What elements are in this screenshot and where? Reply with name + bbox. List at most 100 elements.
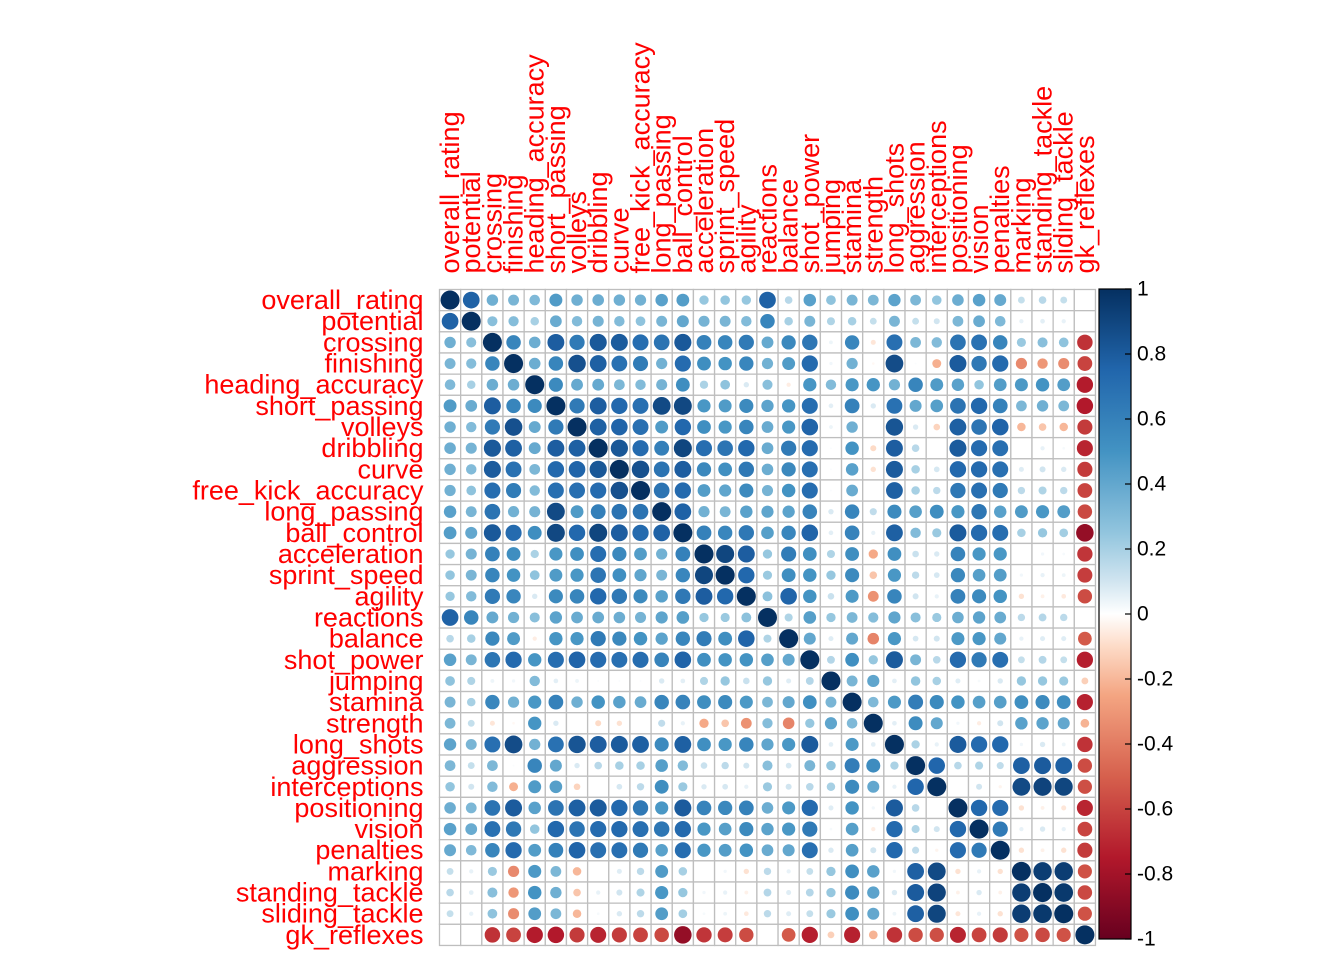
corr-circle: positioning / sliding_tackle: -0.07 — [1061, 805, 1067, 811]
corr-circle: free_kick_accuracy / long_shots: 0.78 — [886, 482, 903, 499]
corr-circle: long_shots / volleys: 0.83 — [568, 735, 586, 754]
corr-circle: sliding_tackle / sliding_tackle: 1 — [1054, 904, 1074, 924]
corr-circle: penalties / jumping: 0.08 — [828, 847, 834, 853]
corr-circle: potential / reactions: 0.58 — [760, 313, 775, 329]
corr-circle: positioning / crossing: 0.68 — [484, 800, 501, 816]
corr-circle: ball_control / ball_control: 1 — [673, 523, 693, 543]
corr-circle: free_kick_accuracy / balance: 0.5 — [781, 483, 796, 498]
corr-circle: short_passing / positioning: 0.68 — [950, 398, 966, 414]
corr-circle: potential / strength: 0.13 — [869, 317, 877, 325]
corr-circle: long_passing / acceleration: 0.35 — [698, 506, 710, 518]
corr-circle: marking / curve: 0.07 — [616, 868, 622, 874]
legend-tick-label: 0 — [1137, 603, 1149, 626]
corr-circle: strength / ball_control: 0.05 — [680, 721, 685, 726]
corr-circle: strength / heading_accuracy: 0.49 — [528, 716, 542, 730]
corr-circle: standing_tackle / potential: 0.06 — [468, 890, 474, 895]
legend-tick-label: -1 — [1137, 928, 1156, 951]
corr-circle: potential / volleys: 0.3 — [571, 316, 583, 327]
corr-circle: heading_accuracy / potential: 0.2 — [466, 380, 476, 389]
corr-circle: heading_accuracy / balance: -0.05 — [786, 382, 791, 387]
corr-circle: standing_tackle / positioning: -0.04 — [956, 890, 960, 895]
corr-circle: standing_tackle / strength: 0.42 — [867, 886, 880, 899]
corr-circle: stamina / aggression: 0.62 — [908, 694, 924, 710]
corr-circle: overall_rating / free_kick_accuracy: 0.3… — [634, 294, 647, 306]
corr-circle: vision / positioning: 0.74 — [949, 820, 967, 838]
corr-circle: penalties / acceleration: 0.48 — [697, 843, 711, 857]
row-label: curve — [357, 454, 423, 484]
corr-circle: short_passing / interceptions: 0.44 — [930, 399, 944, 413]
corr-circle: stamina / short_passing: 0.6 — [548, 694, 564, 710]
legend-tick-label: 1 — [1137, 278, 1149, 301]
corr-circle: heading_accuracy / sliding_tackle: 0.45 — [1057, 378, 1071, 392]
correlation-circles: overall_rating / overall_rating: 1 overal… — [440, 290, 1095, 945]
corr-circle: agility / free_kick_accuracy: 0.55 — [633, 589, 648, 604]
corr-circle: sliding_tackle / interceptions: 0.9 — [927, 904, 946, 923]
corr-circle: free_kick_accuracy / free_kick_accuracy:… — [631, 481, 651, 501]
corr-circle: positioning / reactions: 0.37 — [761, 802, 774, 814]
column-label: dribbling — [583, 171, 613, 273]
corr-circle: interceptions / strength: 0.4 — [867, 780, 880, 793]
corr-circle: volleys / heading_accuracy: 0.39 — [528, 421, 541, 433]
corr-circle: finishing / penalties: 0.73 — [992, 355, 1009, 372]
corr-circle: finishing / balance: 0.46 — [782, 357, 796, 371]
corr-circle: jumping / heading_accuracy: 0.3 — [529, 675, 540, 687]
corr-circle: shot_power / overall_rating: 0.43 — [443, 653, 457, 667]
cell-box — [586, 860, 610, 883]
corr-circle: marking / potential: 0.05 — [469, 869, 474, 874]
corr-circle: stamina / overall_rating: 0.33 — [444, 696, 456, 708]
corr-circle: reactions / jumping: 0.24 — [826, 612, 836, 623]
corr-circle: sliding_tackle / penalties: -0.08 — [997, 911, 1003, 917]
corr-circle: finishing / strength: -0.02 — [871, 362, 875, 365]
corr-circle: finishing / sliding_tackle: -0.34 — [1058, 358, 1070, 370]
corr-circle: strength / dribbling: -0.1 — [595, 720, 602, 727]
corr-circle: curve / positioning: 0.74 — [949, 461, 967, 478]
corr-circle: long_shots / ball_control: 0.78 — [674, 736, 692, 753]
corr-circle: crossing / dribbling: 0.81 — [589, 333, 607, 351]
corr-circle: sprint_speed / dribbling: 0.67 — [590, 567, 606, 583]
corr-circle: long_passing / curve: 0.68 — [611, 503, 628, 520]
corr-circle: long_shots / gk_reflexes: -0.66 — [1077, 736, 1093, 753]
corr-circle: shot_power / balance: 0.4 — [782, 653, 795, 666]
corr-circle: acceleration / aggression: 0.12 — [912, 550, 919, 558]
corr-circle: standing_tackle / overall_rating: 0.16 — [446, 888, 454, 897]
corr-circle: vision / finishing: 0.65 — [505, 821, 522, 837]
corr-circle: sprint_speed / jumping: 0.24 — [826, 570, 836, 580]
corr-circle: interceptions / finishing: -0.22 — [509, 782, 519, 792]
corr-circle: positioning / finishing: 0.8 — [505, 799, 523, 817]
corr-circle: crossing / potential: 0.28 — [466, 337, 477, 348]
corr-circle: reactions / balance: 0.18 — [784, 613, 793, 622]
corr-circle: agility / interceptions: 0.05 — [934, 594, 939, 599]
corr-circle: shot_power / standing_tackle: 0.17 — [1038, 655, 1047, 664]
corr-circle: curve / strength: -0.08 — [870, 466, 876, 473]
column-label: standing_tackle — [1028, 86, 1058, 274]
corr-circle: standing_tackle / interceptions: 0.91 — [927, 883, 946, 902]
corr-circle: volleys / marking: -0.2 — [1017, 422, 1026, 432]
corr-circle: dribbling / potential: 0.34 — [465, 442, 477, 454]
corr-circle: reactions / positioning: 0.37 — [952, 611, 964, 624]
corr-circle: balance / jumping: 0.07 — [828, 636, 834, 642]
corr-circle: agility / heading_accuracy: 0.08 — [532, 593, 538, 600]
corr-circle: marking / long_shots: 0.03 — [892, 869, 897, 874]
corr-circle: vision / vision: 1 — [969, 819, 989, 839]
corr-circle: short_passing / acceleration: 0.48 — [697, 399, 711, 413]
corr-circle: volleys / penalties: 0.76 — [991, 418, 1009, 436]
corr-circle: agility / volleys: 0.58 — [569, 589, 585, 604]
corr-circle: dribbling / standing_tackle: 0.05 — [1040, 446, 1045, 451]
corr-circle: overall_rating / overall_rating: 1 — [440, 290, 460, 310]
corr-circle: long_passing / ball_control: 0.77 — [674, 503, 692, 521]
corr-circle: curve / gk_reflexes: -0.63 — [1077, 461, 1093, 477]
row-label: strength — [326, 708, 424, 738]
corr-circle: marking / jumping: 0.24 — [826, 866, 836, 877]
corr-circle: heading_accuracy / dribbling: 0.39 — [592, 378, 605, 391]
corr-circle: aggression / marking: 0.78 — [1012, 757, 1030, 775]
corr-circle: overall_rating / sliding_tackle: 0.13 — [1060, 296, 1068, 304]
corr-circle: penalties / penalties: 1 — [990, 840, 1010, 860]
corr-circle: volleys / positioning: 0.78 — [949, 418, 967, 436]
corr-circle: interceptions / vision: 0.1 — [976, 783, 983, 790]
corr-circle: sliding_tackle / jumping: 0.23 — [826, 909, 836, 919]
corr-circle: heading_accuracy / finishing: 0.37 — [507, 378, 520, 391]
corr-circle: agility / crossing: 0.64 — [484, 588, 501, 604]
column-label: sprint_speed — [710, 119, 740, 274]
corr-circle: vision / long_passing: 0.66 — [653, 821, 670, 837]
corr-circle: penalties / balance: 0.4 — [782, 844, 795, 857]
